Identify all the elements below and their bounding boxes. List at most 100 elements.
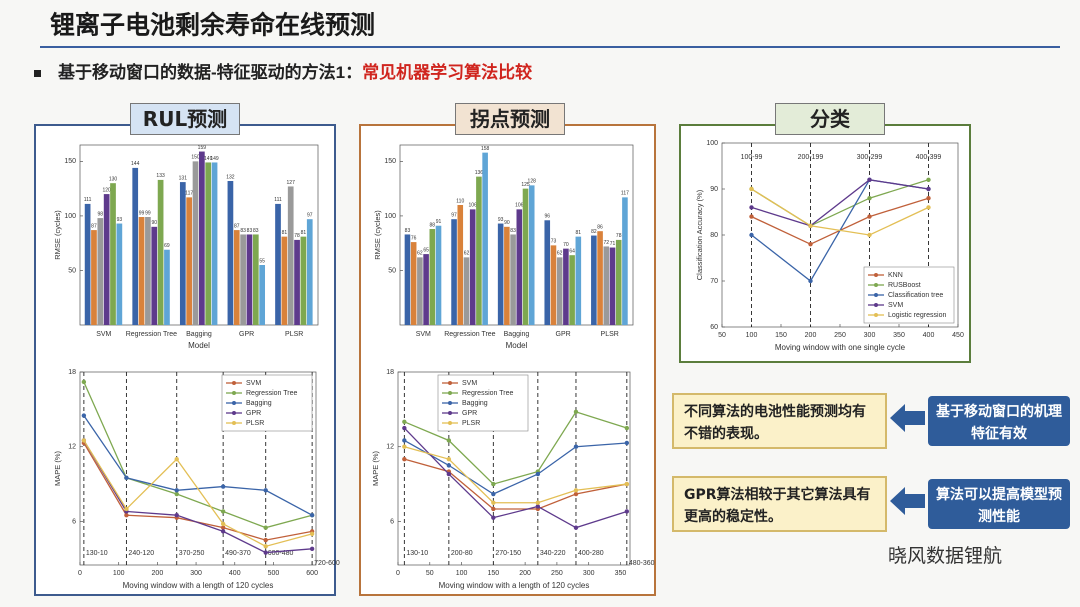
- bar-value-label: 93: [117, 217, 123, 223]
- legend-label: Bagging: [246, 400, 272, 407]
- bar-value-label: 131: [179, 175, 188, 181]
- y-tick-label: 90: [710, 186, 718, 193]
- point: [624, 509, 630, 514]
- series-line: [83, 415, 313, 516]
- point: [749, 232, 754, 238]
- bar-value-label: 64: [569, 249, 575, 255]
- bar-value-label: 125: [521, 182, 530, 188]
- point: [174, 512, 179, 518]
- bar-value-label: 62: [417, 251, 423, 257]
- x-tick-label: 0: [396, 570, 400, 577]
- point: [867, 214, 872, 219]
- y-tick-label: 100: [384, 213, 396, 220]
- bar: [504, 226, 510, 325]
- series-line: [751, 179, 929, 227]
- x-tick-label: 100: [746, 332, 758, 339]
- point: [124, 512, 129, 518]
- x-tick-label: 200: [805, 332, 817, 339]
- legend-label: Classification tree: [888, 292, 943, 299]
- x-tick-label: 450: [952, 332, 964, 339]
- bar-value-label: 150: [191, 155, 200, 161]
- bar-value-label: 83: [240, 228, 246, 234]
- bar-value-label: 128: [528, 179, 537, 185]
- point: [220, 509, 226, 514]
- bullet-lead: 基于移动窗口的数据-特征驱动的方法1：: [57, 62, 362, 82]
- point: [81, 413, 87, 418]
- bar: [116, 223, 123, 325]
- x-tick-label: 500: [268, 570, 280, 577]
- bar: [404, 234, 411, 325]
- y-axis-title: RMSE (cycles): [373, 210, 382, 260]
- series-line: [83, 440, 313, 548]
- window-label: 100-99: [741, 154, 763, 161]
- window-label: 200-199: [798, 154, 824, 161]
- bar-value-label: 90: [504, 220, 510, 226]
- y-tick-label: 100: [64, 213, 76, 220]
- point: [808, 278, 813, 284]
- bar-value-label: 91: [436, 219, 442, 225]
- bar: [550, 245, 557, 325]
- x-tick-label: 300: [583, 570, 595, 577]
- y-tick-label: 18: [386, 369, 394, 376]
- point: [926, 205, 931, 210]
- bar: [233, 230, 240, 325]
- panel-title: RUL预测: [130, 103, 240, 135]
- bar-value-label: 117: [185, 191, 193, 197]
- bar: [240, 234, 246, 325]
- bar-value-label: 130: [109, 177, 118, 183]
- legend-label: PLSR: [246, 420, 264, 427]
- panel-title: 拐点预测: [455, 103, 565, 135]
- legend-marker: [448, 401, 452, 405]
- point: [573, 409, 579, 415]
- bar: [497, 223, 504, 325]
- bar-value-label: 83: [247, 228, 253, 234]
- bar-value-label: 106: [515, 203, 524, 209]
- y-axis-title: Classification Accuracy (%): [695, 189, 704, 280]
- window-label: 340-220: [540, 550, 566, 557]
- x-tick-label: Regression Tree: [126, 331, 177, 338]
- bullet-highlight: 常见机器学习算法比较: [362, 62, 532, 82]
- point: [81, 438, 87, 443]
- bar: [132, 167, 139, 325]
- bar-value-label: 99: [145, 210, 151, 216]
- bar-value-label: 72: [604, 240, 610, 246]
- bar: [429, 229, 436, 325]
- legend-label: GPR: [462, 410, 477, 417]
- legend-marker: [232, 391, 236, 395]
- series-line: [83, 381, 313, 529]
- legend-marker: [448, 411, 452, 415]
- bar: [300, 236, 307, 325]
- point: [309, 512, 315, 518]
- legend-marker: [232, 401, 236, 405]
- point: [402, 456, 407, 462]
- bar: [97, 218, 104, 325]
- bar-value-label: 65: [423, 247, 429, 253]
- bar: [575, 236, 582, 325]
- bar: [609, 247, 616, 325]
- bar-value-label: 149: [204, 156, 213, 162]
- point: [491, 481, 496, 487]
- x-tick-label: 350: [615, 570, 627, 577]
- bar: [205, 162, 212, 325]
- bar-value-label: 69: [164, 243, 170, 249]
- point: [867, 196, 872, 201]
- x-tick-label: 50: [718, 332, 726, 339]
- bar-value-label: 76: [411, 235, 417, 241]
- point: [220, 525, 226, 530]
- point: [446, 463, 452, 468]
- window-label: 490-370: [225, 550, 251, 557]
- bar-value-label: 55: [259, 258, 265, 264]
- bar: [138, 217, 145, 325]
- bar-value-label: 62: [557, 251, 563, 257]
- bar: [259, 265, 266, 325]
- bar-value-label: 83: [405, 228, 411, 234]
- point: [446, 456, 452, 462]
- legend-label: Regression Tree: [246, 390, 297, 397]
- bar-value-label: 98: [98, 211, 104, 217]
- point: [491, 506, 496, 512]
- point: [446, 438, 452, 443]
- x-tick-label: 400: [229, 570, 241, 577]
- x-axis-title: Moving window with one single cycle: [775, 343, 906, 352]
- bar-value-label: 158: [481, 146, 490, 152]
- point: [124, 475, 129, 481]
